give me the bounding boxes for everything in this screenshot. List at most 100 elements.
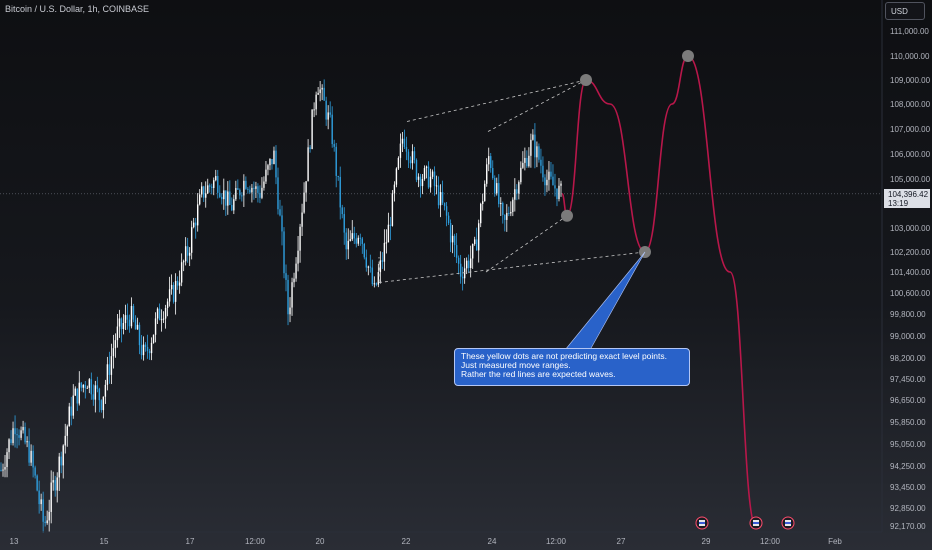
candle-body	[443, 202, 446, 207]
candle-body	[126, 315, 129, 320]
measured-point-dot[interactable]	[580, 74, 592, 86]
currency-button[interactable]: USD	[885, 2, 925, 20]
candle-body	[407, 151, 410, 161]
candle-body	[154, 318, 157, 335]
candle-body	[174, 280, 177, 302]
candle-body	[259, 192, 261, 198]
candle-body	[437, 185, 440, 206]
candle-body	[233, 199, 235, 211]
candle-body	[313, 109, 315, 111]
candle-body	[6, 452, 8, 468]
candle-body	[62, 445, 64, 466]
measured-point-dot[interactable]	[561, 209, 573, 222]
candle-body	[100, 400, 103, 411]
candle-body	[50, 482, 52, 512]
price-tick-label: 102,200.00	[890, 248, 931, 257]
flag-icon[interactable]	[781, 516, 795, 530]
candle-body	[48, 511, 50, 521]
candle-body	[349, 239, 351, 241]
candle-body	[528, 155, 530, 167]
candle-body	[357, 237, 359, 244]
price-tick-label: 105,000.00	[890, 175, 931, 184]
candle-body	[74, 388, 76, 396]
candle-body	[554, 185, 556, 189]
candle-body	[347, 240, 349, 250]
candle-body	[413, 151, 416, 160]
candle-body	[419, 176, 422, 187]
measured-move-lines	[378, 79, 646, 283]
candle-body	[397, 157, 400, 169]
candle-body	[365, 257, 368, 268]
candle-body	[229, 191, 231, 205]
candle-body	[335, 146, 337, 176]
candle-body	[194, 222, 197, 226]
candle-body	[518, 182, 520, 194]
time-axis: 13 15 17 12:00 20 22 24 12:00 27 29 12:00 Feb	[0, 531, 882, 546]
candle-body	[381, 260, 384, 262]
price-tick-label: 99,000.00	[890, 332, 926, 341]
time-tick-label: 27	[617, 537, 626, 546]
candle-body	[303, 192, 305, 213]
candle-body	[439, 192, 442, 206]
price-tick-label: 103,000.00	[890, 224, 931, 233]
candle-body	[72, 395, 74, 416]
candle-body	[401, 138, 404, 144]
candle-body	[504, 214, 506, 220]
candle-body	[329, 112, 331, 115]
candle-body	[237, 188, 239, 190]
candle-body	[498, 183, 500, 205]
candle-body	[26, 441, 28, 443]
candle-body	[44, 521, 46, 524]
candle-body	[520, 167, 522, 183]
candle-body	[172, 284, 175, 302]
candle-body	[267, 165, 269, 170]
candle-body	[253, 187, 255, 189]
candle-body	[164, 307, 167, 319]
candle-body	[319, 89, 321, 93]
flag-icon[interactable]	[749, 516, 763, 530]
candle-body	[134, 319, 137, 330]
candle-body	[42, 499, 44, 522]
candle-body	[516, 189, 518, 194]
flag-icon[interactable]	[695, 516, 709, 530]
candle-body	[124, 315, 127, 324]
candle-body	[78, 382, 80, 404]
price-tick-label: 92,850.00	[890, 504, 926, 513]
candle-body	[457, 257, 460, 264]
measured-point-dot[interactable]	[682, 50, 694, 62]
candle-body	[34, 467, 36, 476]
candle-body	[484, 183, 486, 202]
candle-body	[433, 171, 436, 186]
candle-body	[287, 279, 289, 315]
candles	[0, 79, 562, 533]
candle-body	[166, 301, 169, 308]
candle-body	[239, 189, 241, 196]
candle-body	[540, 159, 542, 166]
candle-body	[534, 134, 536, 158]
candle-body	[361, 238, 363, 244]
time-tick-label: 29	[702, 537, 711, 546]
candle-body	[16, 434, 18, 436]
candle-body	[271, 158, 273, 165]
candle-body	[359, 237, 361, 239]
candle-body	[213, 180, 215, 188]
candle-body	[295, 263, 297, 279]
candle-body	[207, 185, 209, 194]
candle-body	[311, 109, 313, 149]
time-tick-label: 22	[402, 537, 411, 546]
candle-body	[502, 203, 504, 215]
last-price: 104,396.42	[888, 190, 929, 199]
price-tick-label: 101,400.00	[890, 268, 931, 277]
candle-body	[122, 323, 125, 329]
annotation-pointer	[564, 251, 646, 351]
price-tick-label: 96,650.00	[890, 396, 926, 405]
price-tick-label: 95,050.00	[890, 440, 926, 449]
candle-body	[524, 157, 526, 163]
candle-body	[182, 261, 185, 263]
candle-body	[219, 192, 221, 197]
candle-body	[325, 100, 327, 120]
event-markers	[695, 516, 795, 530]
candle-body	[299, 226, 301, 251]
candle-body	[88, 379, 91, 388]
